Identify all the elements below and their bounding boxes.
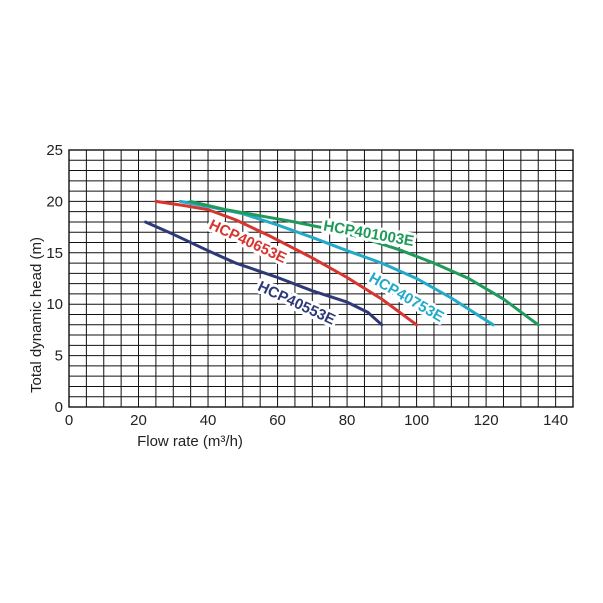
y-axis-title: Total dynamic head (m) bbox=[28, 237, 45, 393]
y-tick-label: 25 bbox=[46, 142, 63, 159]
y-tick-label: 10 bbox=[46, 296, 63, 313]
series-layer bbox=[144, 199, 540, 327]
y-tick-label: 15 bbox=[46, 245, 63, 262]
x-tick-label: 100 bbox=[404, 412, 429, 429]
y-tick-label: 5 bbox=[55, 348, 63, 365]
x-tick-label: 140 bbox=[543, 412, 568, 429]
plot-background bbox=[69, 150, 573, 407]
x-tick-label: 40 bbox=[200, 412, 217, 429]
x-axis-title: Flow rate (m³/h) bbox=[137, 433, 243, 450]
x-tick-label: 20 bbox=[130, 412, 147, 429]
x-tick-label: 120 bbox=[474, 412, 499, 429]
y-tick-label: 20 bbox=[46, 193, 63, 210]
series-line-hcp40653e bbox=[154, 199, 419, 327]
x-tick-label: 60 bbox=[269, 412, 286, 429]
x-tick-label: 80 bbox=[339, 412, 356, 429]
y-tick-label: 0 bbox=[55, 399, 63, 416]
series-line-hcp401003e bbox=[189, 199, 540, 327]
x-tick-label: 0 bbox=[65, 412, 73, 429]
series-line-hcp40553e bbox=[144, 220, 384, 327]
plot-frame bbox=[68, 149, 574, 408]
tick-labels: 0 20 40 60 80 100 120 140 0 5 10 15 20 25 bbox=[46, 142, 568, 429]
